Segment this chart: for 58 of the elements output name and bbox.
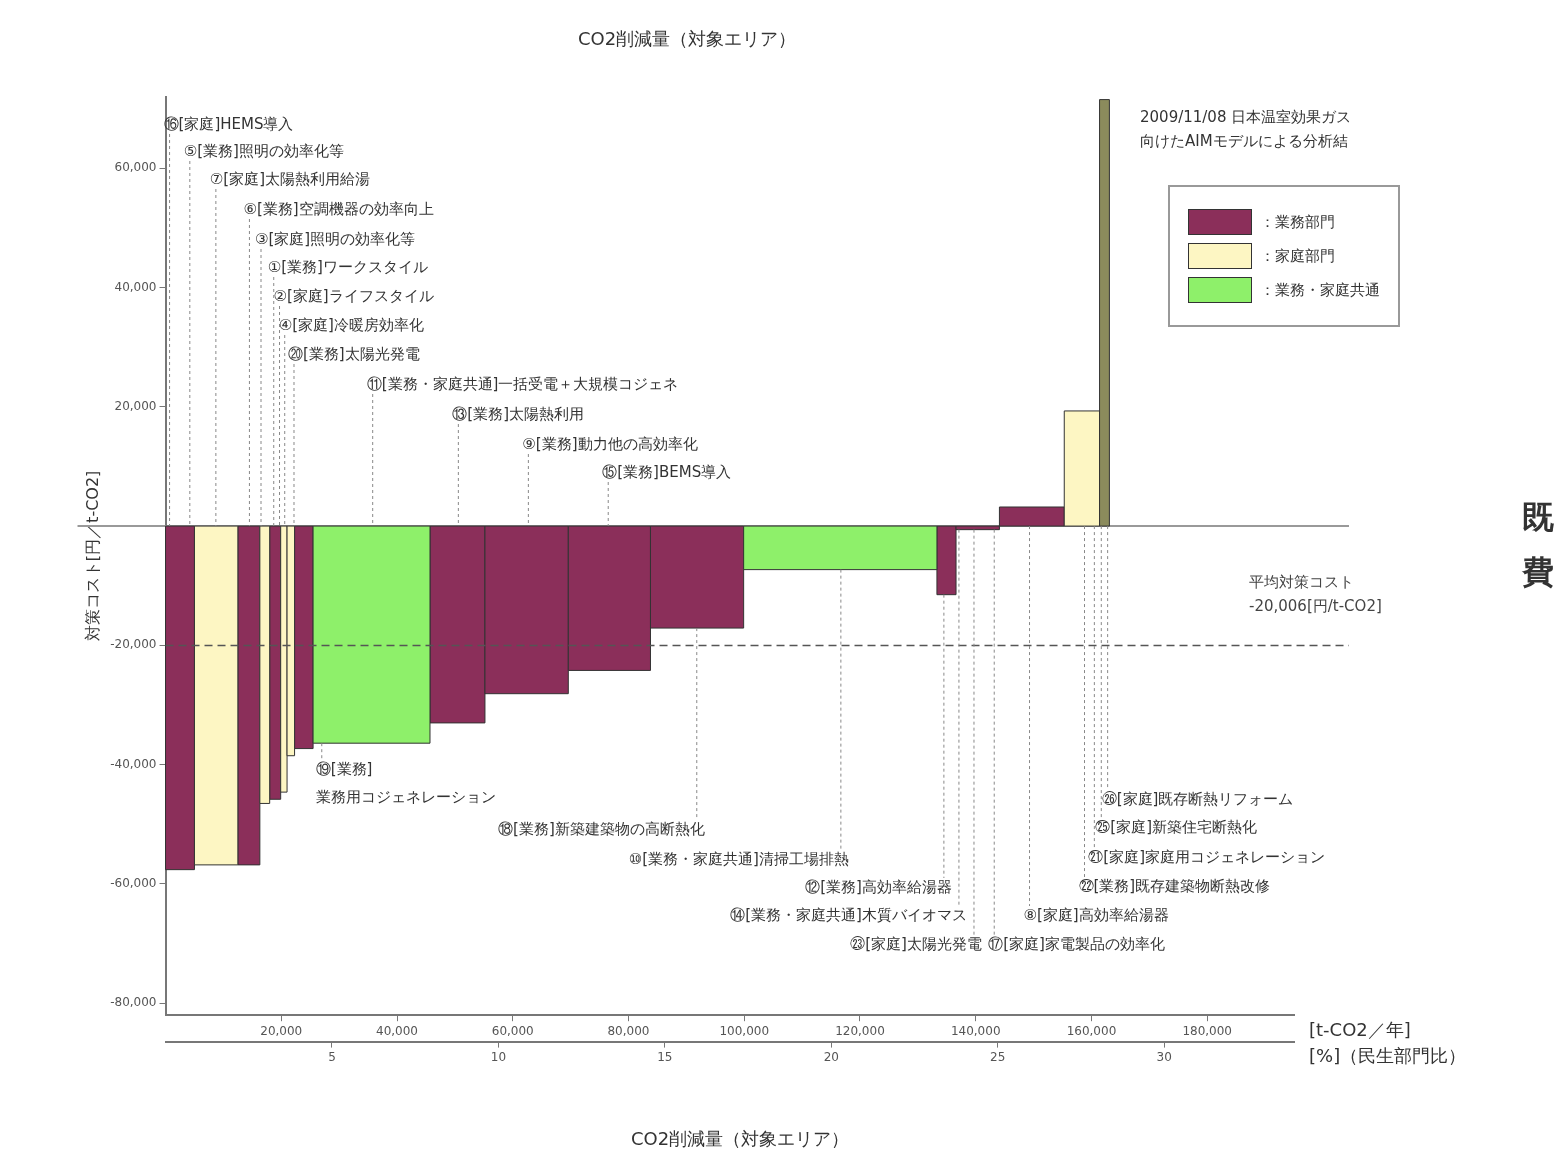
text: 費 bbox=[1521, 553, 1554, 592]
x-tick-label: 120,000 bbox=[835, 1023, 885, 1038]
annotation: ⑪[業務・家庭共通]一括受電＋大規模コジェネ bbox=[366, 374, 679, 393]
x-tick-label: 180,000 bbox=[1182, 1023, 1233, 1038]
annotation: ⑰[家庭]家電製品の効率化 bbox=[988, 934, 1165, 953]
annotation: ⑧[家庭]高効率給湯器 bbox=[1023, 905, 1169, 924]
annotation: ⑨[業務]動力他の高効率化 bbox=[522, 434, 698, 453]
annotation: ⑮[業務]BEMS導入 bbox=[602, 462, 732, 481]
annotation: ⑦[家庭]太陽熱利用給湯 bbox=[209, 169, 371, 188]
x2-axis-title: [%]（民生部門比） bbox=[1309, 1045, 1467, 1067]
x2-tick-label: 10 bbox=[490, 1049, 507, 1064]
annotation: ③[家庭]照明の効率化等 bbox=[255, 229, 416, 248]
x2-tick-label: 25 bbox=[990, 1049, 1006, 1064]
annotation: ⑩[業務・家庭共通]清掃工場排熱 bbox=[628, 849, 849, 868]
annotation: ⑬[業務]太陽熱利用 bbox=[452, 404, 585, 423]
text: 既 bbox=[1522, 498, 1554, 537]
x-tick-label: 140,000 bbox=[950, 1023, 1001, 1038]
annotation: ①[業務]ワークスタイル bbox=[267, 257, 428, 276]
annotation: ㉑[家庭]家庭用コジェネレーション bbox=[1088, 847, 1326, 866]
y-tick-label: -60,000 bbox=[110, 876, 157, 891]
y-tick-label: -20,000 bbox=[110, 637, 157, 652]
annotation: ㉖[家庭]既存断熱リフォーム bbox=[1101, 789, 1294, 808]
x2-tick-label: 30 bbox=[1156, 1049, 1172, 1064]
x2-tick-label: 20 bbox=[823, 1049, 839, 1064]
annotation: ⑤[業務]照明の効率化等 bbox=[183, 141, 344, 160]
annotation: ④[家庭]冷暖房効率化 bbox=[278, 315, 424, 334]
legend-label: ：家庭部門 bbox=[1260, 246, 1335, 266]
x-tick-label: 60,000 bbox=[491, 1023, 534, 1038]
annotation: ⑥[業務]空調機器の効率向上 bbox=[243, 199, 434, 218]
annotation: ②[家庭]ライフスタイル bbox=[273, 286, 434, 305]
x-tick-label: 100,000 bbox=[719, 1023, 770, 1038]
annotation: ㉒[業務]既存建築物断熱改修 bbox=[1078, 876, 1271, 895]
chart-title: CO2削減量（対象エリア） bbox=[577, 28, 797, 50]
annotation: ⑫[業務]高効率給湯器 bbox=[805, 877, 952, 896]
annotation: 2009/11/08 日本温室効果ガス bbox=[1140, 107, 1352, 126]
x-tick-label: 160,000 bbox=[1066, 1023, 1117, 1038]
annotation: ㉕[家庭]新築住宅断熱化 bbox=[1095, 817, 1258, 836]
annotation: ⑭[業務・家庭共通]木質バイオマス bbox=[730, 905, 967, 924]
ref-line-label: 平均対策コスト -20,006[円/t-CO2] bbox=[1249, 573, 1382, 616]
legend-label: ：業務部門 bbox=[1260, 212, 1335, 232]
y-tick-label: -80,000 bbox=[110, 995, 157, 1010]
y-tick-label: 40,000 bbox=[114, 279, 157, 294]
annotation: 向けたAIMモデルによる分析結 bbox=[1140, 131, 1348, 150]
y-tick-label: 60,000 bbox=[114, 160, 157, 175]
legend-label: ：業務・家庭共通 bbox=[1260, 280, 1380, 300]
annotation: ⑱[業務]新築建築物の高断熱化 bbox=[498, 819, 705, 838]
text: CO2削減量（対象エリア） bbox=[630, 1127, 850, 1149]
y-tick-label: -40,000 bbox=[110, 756, 157, 771]
x-tick-label: 20,000 bbox=[260, 1023, 303, 1038]
x-tick-label: 80,000 bbox=[607, 1023, 650, 1038]
annotation: ⑲[業務] 業務用コジェネレーション bbox=[315, 759, 496, 806]
x2-tick-label: 5 bbox=[328, 1049, 336, 1064]
x2-tick-label: 15 bbox=[657, 1049, 673, 1064]
x-axis-title: [t-CO2／年] bbox=[1309, 1018, 1411, 1040]
annotation: ⑳[業務]太陽光発電 bbox=[287, 344, 420, 363]
annotation: ㉓[家庭]太陽光発電 bbox=[850, 934, 982, 953]
y-tick-label: 20,000 bbox=[114, 398, 157, 413]
x-tick-label: 40,000 bbox=[376, 1023, 418, 1038]
